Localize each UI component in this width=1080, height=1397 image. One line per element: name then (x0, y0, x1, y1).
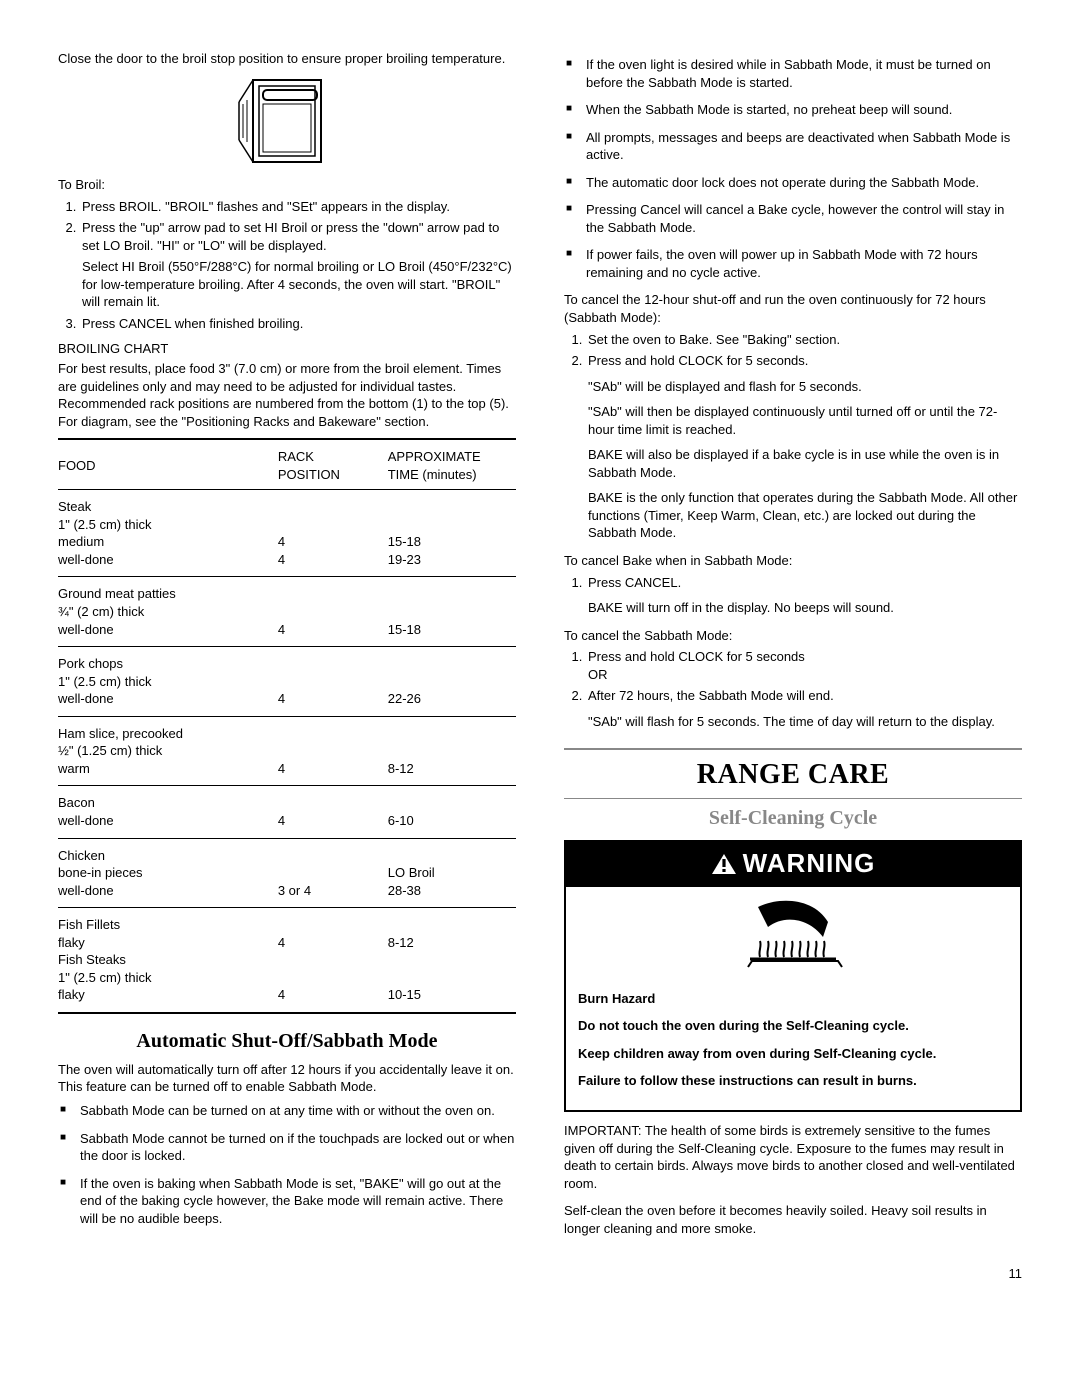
broiling-chart-table: FOODRACKPOSITIONAPPROXIMATETIME (minutes… (58, 438, 516, 1014)
step-para: BAKE is the only function that operates … (588, 489, 1022, 542)
time-cell: LO Broil28-38 (388, 838, 516, 908)
time-cell: 6-10 (388, 786, 516, 838)
broil-step: Press CANCEL when finished broiling. (80, 315, 516, 333)
step-para: BAKE will turn off in the display. No be… (588, 599, 1022, 617)
list-item: When the Sabbath Mode is started, no pre… (564, 101, 1022, 119)
sabbath-heading: Automatic Shut-Off/Sabbath Mode (58, 1028, 516, 1055)
broil-intro: Close the door to the broil stop positio… (58, 50, 516, 68)
step-item: Press CANCEL.BAKE will turn off in the d… (586, 574, 1022, 617)
warning-body: Burn Hazard Do not touch the oven during … (566, 982, 1020, 1110)
warning-text: Failure to follow these instructions can… (578, 1072, 1008, 1090)
self-cleaning-heading: Self-Cleaning Cycle (564, 805, 1022, 832)
table-row: Ground meat patties¾" (2 cm) thickwell-d… (58, 577, 516, 647)
table-header: APPROXIMATETIME (minutes) (388, 439, 516, 490)
warning-text: Keep children away from oven during Self… (578, 1045, 1008, 1063)
warning-triangle-icon (711, 853, 737, 875)
food-cell: Ham slice, precooked½" (1.25 cm) thickwa… (58, 716, 278, 786)
step-para: "SAb" will then be displayed continuousl… (588, 403, 1022, 438)
table-header: FOOD (58, 439, 278, 490)
food-cell: Chickenbone-in pieceswell-done (58, 838, 278, 908)
warning-text: Do not touch the oven during the Self-Cl… (578, 1017, 1008, 1035)
page: Close the door to the broil stop positio… (58, 50, 1022, 1237)
right-column: If the oven light is desired while in Sa… (564, 50, 1022, 1237)
list-item: The automatic door lock does not operate… (564, 174, 1022, 192)
warning-box: WARNING (564, 840, 1022, 1112)
step-para: "SAb" will be displayed and flash for 5 … (588, 378, 1022, 396)
oven-figure (58, 76, 516, 171)
step-item: Press and hold CLOCK for 5 secondsOR (586, 648, 1022, 683)
step-item: Press and hold CLOCK for 5 seconds."SAb"… (586, 352, 1022, 542)
food-cell: Baconwell-done (58, 786, 278, 838)
list-item: Sabbath Mode cannot be turned on if the … (58, 1130, 516, 1165)
step-item: Set the oven to Bake. See "Baking" secti… (586, 331, 1022, 349)
warning-text: Burn Hazard (578, 990, 1008, 1008)
sabbath-intro: The oven will automatically turn off aft… (58, 1061, 516, 1096)
food-cell: Pork chops1" (2.5 cm) thickwell-done (58, 647, 278, 717)
food-cell: Fish FilletsflakyFish Steaks1" (2.5 cm) … (58, 908, 278, 1013)
page-number: 11 (58, 1265, 1022, 1283)
table-row: Chickenbone-in pieceswell-done3 or 4LO B… (58, 838, 516, 908)
step-para: BAKE will also be displayed if a bake cy… (588, 446, 1022, 481)
table-row: Pork chops1" (2.5 cm) thickwell-done422-… (58, 647, 516, 717)
cancel-12h-heading: To cancel the 12-hour shut-off and run t… (564, 291, 1022, 326)
broiling-chart-intro: For best results, place food 3" (7.0 cm)… (58, 360, 516, 430)
rule (564, 798, 1022, 799)
to-broil-label: To Broil: (58, 176, 516, 194)
cancel-bake-steps: Press CANCEL.BAKE will turn off in the d… (564, 574, 1022, 617)
hot-surface-icon (728, 897, 858, 977)
table-row: Fish FilletsflakyFish Steaks1" (2.5 cm) … (58, 908, 516, 1013)
table-header: RACKPOSITION (278, 439, 388, 490)
list-item: If the oven light is desired while in Sa… (564, 56, 1022, 91)
broil-step-extra: Select HI Broil (550°F/288°C) for normal… (82, 258, 516, 311)
rack-cell: 3 or 4 (278, 838, 388, 908)
cancel-12h-steps: Set the oven to Bake. See "Baking" secti… (564, 331, 1022, 542)
cancel-sabbath-steps: Press and hold CLOCK for 5 secondsOR Afte… (564, 648, 1022, 730)
self-clean-note: Self-clean the oven before it becomes he… (564, 1202, 1022, 1237)
oven-door-icon (227, 76, 347, 166)
time-cell: 15-1819-23 (388, 490, 516, 577)
time-cell: 22-26 (388, 647, 516, 717)
list-item: If power fails, the oven will power up i… (564, 246, 1022, 281)
list-item: All prompts, messages and beeps are deac… (564, 129, 1022, 164)
step-item: After 72 hours, the Sabbath Mode will en… (586, 687, 1022, 730)
list-item: Pressing Cancel will cancel a Bake cycle… (564, 201, 1022, 236)
rack-cell: 4 (278, 647, 388, 717)
step-para: "SAb" will flash for 5 seconds. The time… (588, 713, 1022, 731)
burn-hazard-figure (566, 887, 1020, 982)
broil-step: Press the "up" arrow pad to set HI Broil… (80, 219, 516, 311)
time-cell: 15-18 (388, 577, 516, 647)
time-cell: 8-1210-15 (388, 908, 516, 1013)
warning-header: WARNING (566, 842, 1020, 887)
broil-steps: Press BROIL. "BROIL" flashes and "SEt" a… (58, 198, 516, 333)
cancel-sabbath-heading: To cancel the Sabbath Mode: (564, 627, 1022, 645)
rack-cell: 4 (278, 716, 388, 786)
sabbath-bullets-left: Sabbath Mode can be turned on at any tim… (58, 1102, 516, 1227)
broil-step: Press BROIL. "BROIL" flashes and "SEt" a… (80, 198, 516, 216)
rack-cell: 4 (278, 786, 388, 838)
list-item: Sabbath Mode can be turned on at any tim… (58, 1102, 516, 1120)
rack-cell: 44 (278, 908, 388, 1013)
table-row: Ham slice, precooked½" (1.25 cm) thickwa… (58, 716, 516, 786)
important-note: IMPORTANT: The health of some birds is e… (564, 1122, 1022, 1192)
list-item: If the oven is baking when Sabbath Mode … (58, 1175, 516, 1228)
sabbath-bullets-right: If the oven light is desired while in Sa… (564, 56, 1022, 281)
rack-cell: 4 (278, 577, 388, 647)
left-column: Close the door to the broil stop positio… (58, 50, 516, 1237)
warning-label: WARNING (743, 846, 876, 881)
food-cell: Ground meat patties¾" (2 cm) thickwell-d… (58, 577, 278, 647)
table-row: Steak1" (2.5 cm) thickmediumwell-done441… (58, 490, 516, 577)
cancel-bake-heading: To cancel Bake when in Sabbath Mode: (564, 552, 1022, 570)
table-row: Baconwell-done46-10 (58, 786, 516, 838)
broiling-chart-title: BROILING CHART (58, 340, 516, 358)
time-cell: 8-12 (388, 716, 516, 786)
food-cell: Steak1" (2.5 cm) thickmediumwell-done (58, 490, 278, 577)
rack-cell: 44 (278, 490, 388, 577)
range-care-heading: RANGE CARE (564, 750, 1022, 798)
